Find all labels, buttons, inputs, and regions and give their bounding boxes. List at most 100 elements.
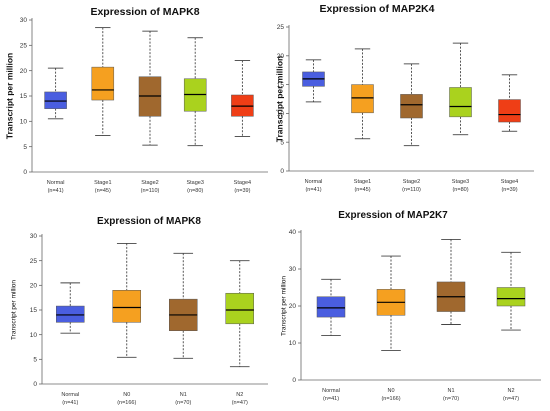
box-iqr: [400, 94, 423, 119]
box-n1: [169, 252, 198, 359]
y-axis-label: Transcript per million: [281, 276, 288, 336]
box-stage1: [351, 48, 374, 140]
box-normal: [44, 67, 67, 120]
x-category-count: (n=80): [452, 187, 468, 193]
y-tick-label: 15: [277, 82, 285, 89]
x-category-count: (n=39): [501, 187, 517, 193]
x-category-count: (n=70): [443, 396, 459, 402]
box-iqr: [44, 91, 67, 109]
y-tick-label: 0: [23, 169, 27, 176]
y-tick-label: 5: [23, 144, 27, 151]
x-category-count: (n=45): [354, 187, 370, 193]
x-category-label: Stage1: [354, 179, 371, 185]
y-axis-label: Transcript per million: [4, 53, 14, 139]
x-category-label: Stage2: [403, 179, 420, 185]
x-category-label: N1: [447, 388, 454, 394]
box-n0: [376, 255, 406, 351]
box-n1: [436, 238, 466, 325]
x-category-count: (n=41): [305, 187, 321, 193]
box-iqr: [56, 305, 85, 323]
x-category-label: Stage4: [501, 179, 518, 185]
y-tick-label: 40: [289, 229, 297, 236]
box-normal: [302, 59, 325, 103]
x-category-label: Normal: [305, 179, 323, 185]
x-category-label: Stage3: [452, 179, 469, 185]
box-stage4: [231, 60, 254, 137]
box-n2: [496, 251, 526, 331]
x-category-count: (n=166): [117, 400, 136, 406]
y-axis-label: Transcript per million: [275, 56, 284, 142]
y-tick-label: 25: [30, 258, 38, 265]
chart-title: Expression of MAPK8: [97, 216, 201, 227]
y-tick-label: 25: [20, 43, 28, 50]
y-tick-label: 30: [30, 233, 38, 240]
box-iqr: [316, 296, 346, 318]
box-n2: [225, 260, 254, 368]
y-tick-label: 15: [20, 93, 28, 100]
x-category-label: N0: [387, 388, 394, 394]
chart-panel-1: Expression of MAPK8 Transcript per millio…: [4, 6, 268, 194]
x-category-label: Stage4: [234, 180, 251, 186]
x-category-label: N2: [507, 388, 514, 394]
box-normal: [56, 282, 85, 334]
x-category-count: (n=39): [234, 188, 250, 194]
y-axis-label: Transcript per million: [11, 280, 18, 340]
box-stage3: [183, 37, 207, 147]
x-category-count: (n=41): [62, 400, 78, 406]
box-stage3: [449, 42, 472, 136]
chart-panel-4: Expression of MAP2K7 Transcript per milli…: [281, 210, 541, 402]
y-tick-label: 10: [30, 332, 38, 339]
x-category-count: (n=110): [141, 188, 160, 194]
y-tick-label: 10: [277, 111, 285, 118]
y-tick-label: 25: [277, 24, 285, 31]
chart-title: Expression of MAP2K4: [320, 3, 435, 15]
box-iqr: [91, 66, 115, 101]
x-category-label: Normal: [47, 180, 65, 186]
x-category-count: (n=41): [323, 396, 339, 402]
x-category-count: (n=45): [95, 188, 111, 194]
y-tick-label: 10: [20, 119, 28, 126]
y-tick-label: 0: [280, 168, 284, 175]
box-stage4: [498, 74, 521, 132]
chart-panel-3: Expression of MAPK8 Transcript per millio…: [11, 216, 268, 406]
y-tick-label: 0: [292, 377, 296, 384]
box-stage2: [400, 63, 423, 147]
y-tick-label: 20: [20, 68, 28, 75]
chart-panel-2: Expression of MAP2K4 Transcript per milli…: [275, 3, 534, 193]
y-tick-label: 0: [33, 381, 37, 388]
y-tick-label: 30: [289, 266, 297, 273]
x-category-count: (n=47): [232, 400, 248, 406]
x-category-count: (n=70): [175, 400, 191, 406]
box-n0: [112, 242, 141, 358]
box-iqr: [449, 87, 472, 118]
y-tick-label: 20: [277, 53, 285, 60]
y-tick-label: 20: [30, 283, 38, 290]
x-category-label: Normal: [61, 392, 79, 398]
y-tick-label: 20: [289, 303, 297, 310]
x-category-label: Stage2: [141, 180, 158, 186]
x-category-label: N1: [180, 392, 187, 398]
x-category-count: (n=80): [187, 188, 203, 194]
box-stage2: [138, 30, 162, 146]
x-category-count: (n=110): [402, 187, 421, 193]
x-category-count: (n=41): [48, 188, 64, 194]
x-category-label: N0: [123, 392, 130, 398]
x-category-count: (n=47): [503, 396, 519, 402]
y-tick-label: 5: [33, 357, 37, 364]
x-category-count: (n=166): [381, 396, 400, 402]
y-tick-label: 15: [30, 307, 38, 314]
y-tick-label: 30: [20, 17, 28, 24]
x-category-label: Normal: [322, 388, 340, 394]
x-category-label: N2: [236, 392, 243, 398]
box-iqr: [112, 290, 141, 323]
x-category-label: Stage3: [186, 180, 203, 186]
y-tick-label: 5: [280, 139, 284, 146]
x-category-label: Stage1: [94, 180, 111, 186]
box-iqr: [225, 292, 254, 325]
y-tick-label: 10: [289, 340, 297, 347]
box-iqr: [498, 99, 521, 123]
box-iqr: [351, 84, 374, 114]
box-normal: [316, 278, 346, 337]
chart-title: Expression of MAP2K7: [338, 210, 448, 221]
box-stage1: [91, 27, 115, 136]
